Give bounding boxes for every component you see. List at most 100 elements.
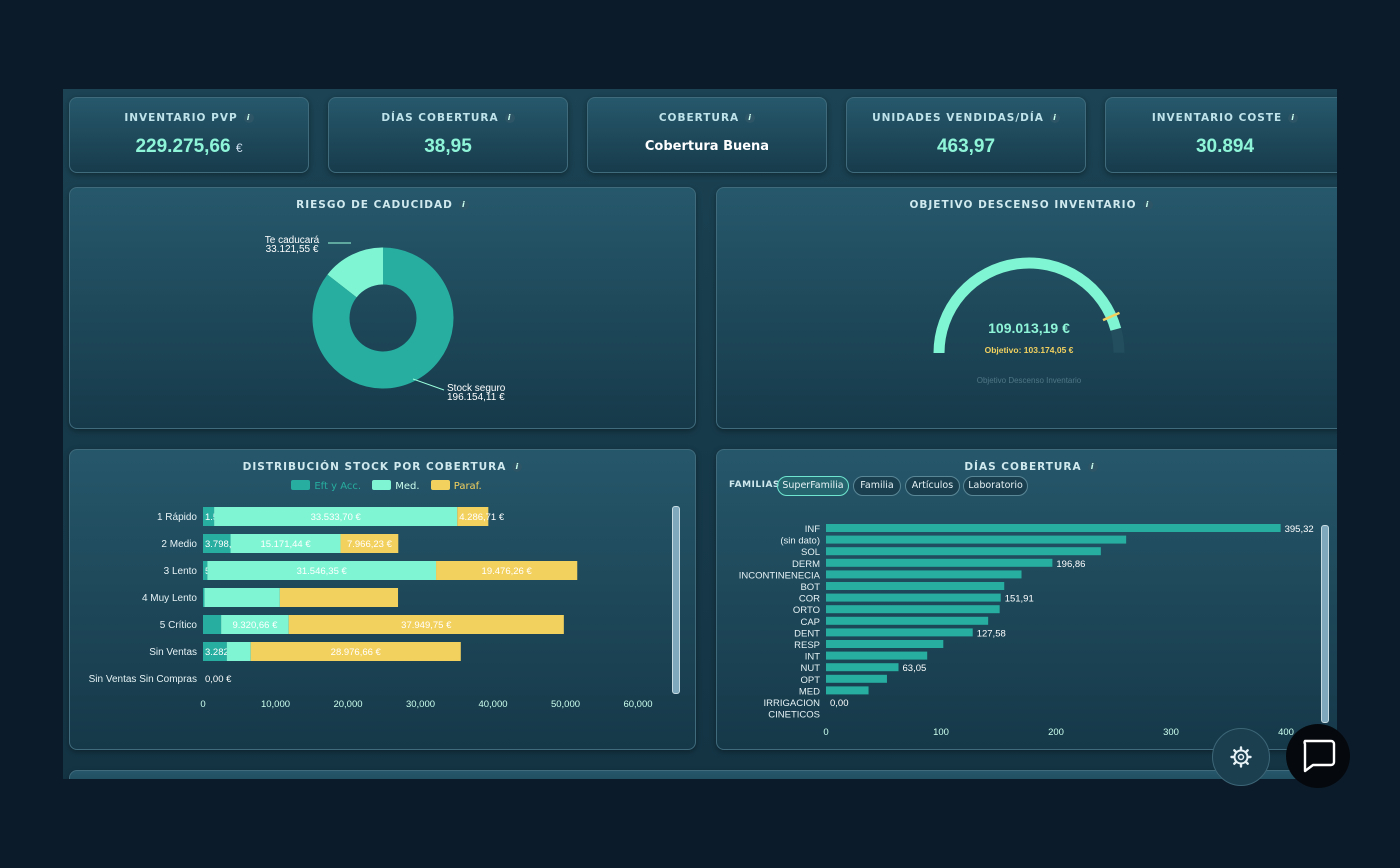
kpi-value: 229.275,66 [135, 136, 231, 157]
category-label: 5 Crítico [160, 620, 198, 631]
panel-bottom [69, 770, 1337, 779]
category-label: 1 Rápido [157, 512, 197, 523]
category-label: MED [799, 686, 820, 697]
bar-segment [226, 642, 251, 661]
bar-segment [203, 561, 208, 580]
category-label: BOT [800, 582, 820, 593]
bar [826, 616, 989, 625]
dashboard: INVENTARIO PVP i 229.275,66 € DÍAS COBERT… [63, 89, 1337, 779]
panel-title: DÍAS COBERTURA [964, 461, 1082, 473]
bar-segment [279, 588, 399, 607]
x-tick-label: 30,000 [406, 699, 435, 710]
chip-articulos[interactable]: Artículos [905, 476, 960, 496]
panel-dias-cobertura: DÍAS COBERTURA i FAMILIAS SuperFamilia Fa… [716, 449, 1337, 750]
chip-superfamilia[interactable]: SuperFamilia [777, 476, 849, 496]
x-tick-label: 200 [1048, 727, 1064, 738]
data-label: 37.949,75 € [401, 620, 452, 631]
kpi-title: INVENTARIO PVP [124, 112, 238, 124]
info-icon[interactable]: i [243, 113, 254, 123]
data-label: 33.533,70 € [311, 512, 362, 523]
gauge-track [933, 257, 1125, 354]
gauge-value-arc [933, 257, 1122, 354]
x-tick-label: 300 [1163, 727, 1179, 738]
info-icon[interactable]: i [512, 462, 523, 472]
gauge-chart: 109.013,19 € Objetivo: 103.174,05 € Obje… [933, 257, 1125, 385]
category-label: (sin dato) [780, 536, 820, 547]
category-label: RESP [794, 640, 820, 651]
donut-chart: Te caducará 33.121,55 € Stock seguro 196… [265, 235, 506, 403]
bar [826, 640, 944, 648]
data-label: 28.976,66 € [331, 647, 382, 658]
bar-segment [204, 588, 280, 607]
slice-value: 196.154,11 € [447, 392, 505, 403]
chat-button[interactable] [1286, 724, 1350, 788]
bar-segment [207, 561, 437, 580]
x-tick-label: 60,000 [623, 699, 652, 710]
legend-label[interactable]: Med. [395, 481, 420, 492]
bar [826, 674, 887, 683]
chip-familia[interactable]: Familia [853, 476, 901, 496]
bar-segment [203, 507, 215, 526]
bar-segment [436, 561, 578, 580]
kpi-cobertura: COBERTURA i Cobertura Buena [587, 97, 827, 173]
data-label: 151,91 [1005, 594, 1034, 605]
category-label: 3 Lento [164, 566, 198, 577]
panel-distribucion-stock: DISTRIBUCIÓN STOCK POR COBERTURA i Eft y … [69, 449, 696, 750]
category-label: CINETICOS [768, 710, 820, 721]
bar [826, 535, 1127, 544]
bar [826, 547, 1101, 556]
bar-segment [221, 615, 289, 634]
kpi-title: UNIDADES VENDIDAS/DÍA [872, 112, 1044, 124]
category-label: DERM [792, 559, 820, 570]
gear-icon [1230, 746, 1252, 768]
legend-label[interactable]: Paraf. [453, 481, 482, 492]
kpi-unit: € [235, 141, 243, 155]
label-leader-line [412, 378, 445, 391]
bar-segment [457, 507, 489, 526]
donut-slice [327, 247, 385, 299]
panel-title: RIESGO DE CADUCIDAD [296, 199, 453, 211]
bar-segment [203, 534, 231, 553]
bar [826, 558, 1053, 567]
chart-scrollbar[interactable] [1321, 525, 1329, 723]
kpi-title: INVENTARIO COSTE [1151, 112, 1283, 124]
bar-segment [340, 534, 399, 553]
panel-riesgo-caducidad: RIESGO DE CADUCIDAD i Te caducará 33.121,… [69, 187, 696, 429]
info-icon[interactable]: i [1288, 113, 1299, 123]
data-label: 31.546,35 € [297, 566, 348, 577]
category-label: Sin Ventas [149, 647, 197, 658]
kpi-value: 30.894 [1195, 136, 1255, 157]
data-label: 395,32 [1285, 524, 1314, 535]
chart-scrollbar[interactable] [672, 506, 680, 694]
info-icon[interactable]: i [504, 113, 515, 123]
x-tick-label: 0 [200, 699, 205, 710]
bar [826, 582, 1005, 590]
settings-button[interactable] [1212, 728, 1270, 786]
donut-slice [312, 247, 454, 389]
x-tick-label: 20,000 [333, 699, 362, 710]
info-icon[interactable]: i [1087, 462, 1098, 472]
bar-segment [288, 615, 564, 634]
bar [826, 686, 869, 695]
filter-label: FAMILIAS [729, 480, 780, 490]
category-label: NUT [800, 663, 820, 674]
category-label: 2 Medio [161, 539, 197, 550]
kpi-value: 463,97 [936, 136, 996, 157]
info-icon[interactable]: i [745, 113, 756, 123]
category-label: INCONTINENECIA [739, 570, 821, 581]
bar-segment [203, 615, 222, 634]
bar [826, 663, 899, 672]
info-icon[interactable]: i [1142, 200, 1153, 210]
data-label: 0,00 [830, 698, 849, 709]
x-tick-label: 400 [1278, 727, 1294, 738]
bar [826, 593, 1001, 602]
bar-segment [214, 507, 458, 526]
chat-bubble-icon [1303, 739, 1336, 773]
data-label: 196,86 [1056, 559, 1085, 570]
legend-label[interactable]: Eft y Acc. [314, 481, 362, 492]
info-icon[interactable]: i [458, 200, 469, 210]
kpi-value: Cobertura Buena [644, 139, 770, 154]
info-icon[interactable]: i [1049, 113, 1060, 123]
chip-laboratorio[interactable]: Laboratorio [963, 476, 1028, 496]
bar [826, 524, 1281, 532]
